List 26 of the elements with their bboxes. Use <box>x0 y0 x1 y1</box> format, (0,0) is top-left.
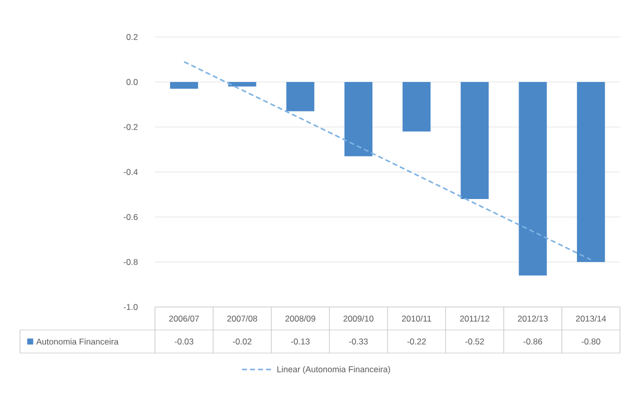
x-tick-label: 2007/08 <box>227 315 258 322</box>
data-label: -0.52 <box>465 338 484 344</box>
y-tick-label: -1.0 <box>124 304 138 310</box>
data-label: -0.22 <box>407 338 426 344</box>
x-tick-label: 2011/12 <box>460 315 490 322</box>
y-tick-label: 0.2 <box>126 34 138 40</box>
data-label: -0.02 <box>232 338 252 344</box>
x-tick-label: 2010/11 <box>402 315 432 322</box>
x-tick-label: 2012/13 <box>518 315 548 322</box>
y-tick-label: -0.4 <box>124 169 138 175</box>
legend-label: Autonomia Financeira <box>36 338 119 345</box>
x-tick-label: 2009/10 <box>344 315 374 322</box>
y-tick-label: -0.8 <box>124 259 138 265</box>
legend-label: Linear (Autonomia Financeira) <box>277 366 390 374</box>
data-label: -0.13 <box>291 338 310 344</box>
data-label: -0.86 <box>524 338 542 344</box>
data-label: -0.33 <box>349 338 368 344</box>
y-tick-label: -0.2 <box>124 124 138 130</box>
line-series <box>183 60 592 260</box>
y-tick-label: 0.0 <box>126 79 138 85</box>
x-tick-label: 2008/09 <box>285 315 316 322</box>
x-tick-label: 2013/14 <box>576 315 606 322</box>
data-label: -0.80 <box>582 338 600 344</box>
y-tick-label: -0.6 <box>124 214 138 220</box>
x-tick-label: 2006/07 <box>169 315 199 322</box>
data-label: -0.03 <box>174 338 194 344</box>
